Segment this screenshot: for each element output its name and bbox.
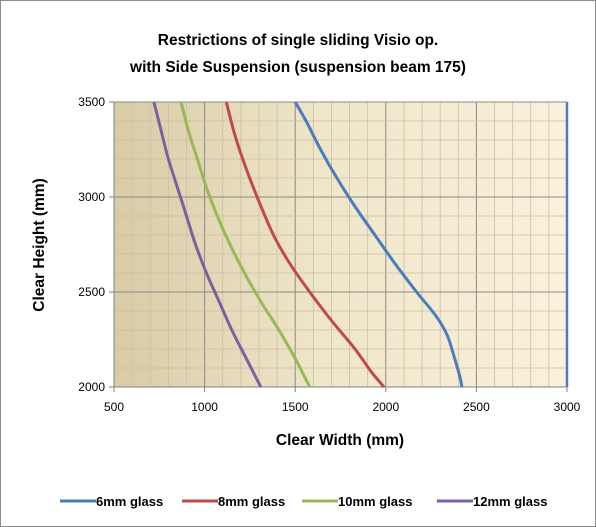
legend-label-8mm-glass: 8mm glass xyxy=(218,494,285,509)
y-tick-label: 3000 xyxy=(78,190,105,204)
legend-label-10mm-glass: 10mm glass xyxy=(338,494,412,509)
x-tick-label: 3000 xyxy=(554,400,581,414)
plot-area xyxy=(114,102,567,387)
tick-labels: 500 1000 1500 2000 2500 3000 2000 2500 3000 3500 xyxy=(78,95,580,414)
series-line-10mm-glass xyxy=(179,101,312,388)
chart-title-line-2: with Side Suspension (suspension beam 17… xyxy=(129,59,466,76)
legend-label-12mm-glass: 12mm glass xyxy=(473,494,547,509)
legend: 6mm glass 8mm glass 10mm glass 12mm glass xyxy=(60,494,547,509)
y-tick-label: 3500 xyxy=(78,95,105,109)
gridlines xyxy=(114,101,567,387)
legend-label-6mm-glass: 6mm glass xyxy=(96,494,163,509)
x-tick-label: 2000 xyxy=(372,400,399,414)
series-line-12mm-glass xyxy=(152,101,263,388)
x-tick-label: 500 xyxy=(104,400,124,414)
y-tick-label: 2000 xyxy=(78,380,105,394)
series-line-6mm-glass xyxy=(293,101,464,388)
x-tick-label: 1000 xyxy=(191,400,218,414)
series-lines xyxy=(152,101,464,388)
series-line-8mm-glass xyxy=(224,101,386,388)
chart-title-line-1: Restrictions of single sliding Visio op. xyxy=(158,32,438,49)
x-axis-title: Clear Width (mm) xyxy=(276,432,404,449)
axes xyxy=(109,101,569,392)
y-tick-label: 2500 xyxy=(78,285,105,299)
x-tick-label: 1500 xyxy=(282,400,309,414)
x-tick-label: 2500 xyxy=(463,400,490,414)
y-axis-title: Clear Height (mm) xyxy=(31,178,48,312)
